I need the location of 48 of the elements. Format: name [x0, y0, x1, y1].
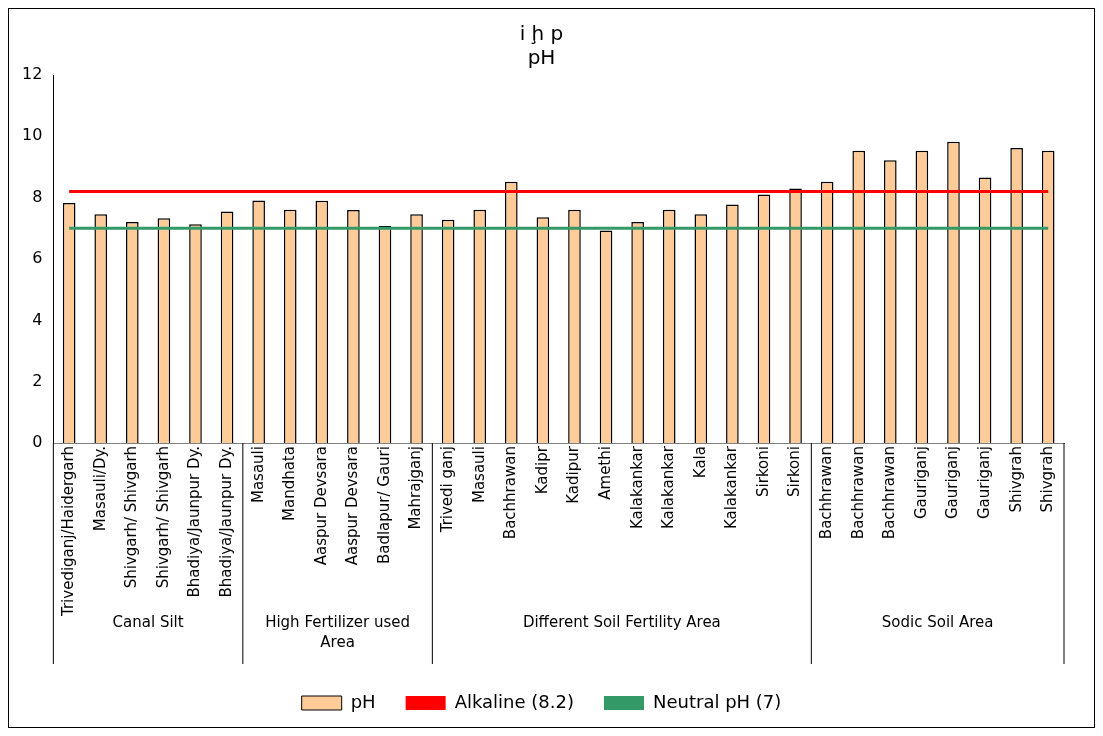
x-tick-label: Mahrajganj [406, 446, 425, 530]
x-tick-label: Bhadiya/Jaunpur Dy. [216, 446, 235, 598]
x-tick-label: Kadipr [532, 445, 551, 495]
x-tick-label: Bhadiya/Jaunpur Dy. [185, 446, 204, 598]
y-tick-label: 0 [32, 432, 43, 452]
x-tick-label: Gauriganj [911, 446, 930, 520]
x-tick-label: Aaspur Devsara [311, 446, 330, 566]
x-tick-label: Masauli/Dy. [90, 446, 109, 532]
x-tick-label: Bachhrawan [501, 446, 520, 540]
text: Different Soil Fertility Area [522, 613, 721, 632]
text: Sodic Soil Area [881, 613, 994, 632]
legend-label: pH [350, 690, 376, 712]
y-tick-label: 2 [32, 370, 43, 390]
y-tick-label: 4 [32, 309, 43, 329]
x-tick-label: Bachhrawan [817, 446, 836, 540]
x-tick-label: Gauriganj [943, 446, 962, 520]
chart-title: i ḩ p [519, 21, 564, 46]
x-tick-label: Trivedi ganj [438, 446, 457, 534]
x-tick-label: Kalakankar [659, 445, 678, 530]
x-tick-label: Kalakankar [722, 445, 741, 530]
x-tick-label: Sirkoni [753, 446, 772, 497]
x-tick-label: Mandhata [280, 446, 299, 521]
x-tick-label: Masauli [248, 446, 267, 504]
y-tick-label: 10 [22, 125, 43, 145]
x-tick-label: Kalakankar [627, 445, 646, 530]
y-tick-label: 8 [32, 186, 43, 206]
x-tick-label: Amethi [595, 446, 614, 500]
x-tick-label: Shivgrah [1006, 446, 1025, 513]
x-tick-label: Trivediganj/Haidergarh [59, 446, 78, 618]
legend-label: Alkaline (8.2) [454, 690, 574, 712]
x-tick-label: Kadipur [564, 445, 583, 504]
chart-subtitle: pH [527, 45, 556, 70]
x-tick-label: Shivgarh/ Shivgarh [153, 446, 172, 589]
text: Canal Silt [112, 613, 184, 632]
x-tick-label: Bachhrawan [848, 446, 867, 540]
x-tick-label: Badlapur/ Gauri [374, 446, 393, 565]
x-tick-label: Aaspur Devsara [343, 446, 362, 566]
legend-label: Neutral pH (7) [652, 690, 782, 712]
x-tick-label: Shivgrah [1038, 446, 1057, 513]
y-tick-label: 12 [22, 64, 43, 84]
x-tick-label: Shivgarh/ Shivgarh [122, 446, 141, 589]
x-tick-label: Masauli [469, 446, 488, 504]
x-tick-label: Sirkoni [785, 446, 804, 497]
x-tick-label: Bachhrawan [880, 446, 899, 540]
y-tick-label: 6 [32, 248, 43, 268]
x-tick-label: Kala [690, 446, 709, 479]
text: High Fertilizer used Area [265, 613, 411, 652]
x-tick-label: Gauriganj [974, 446, 993, 520]
